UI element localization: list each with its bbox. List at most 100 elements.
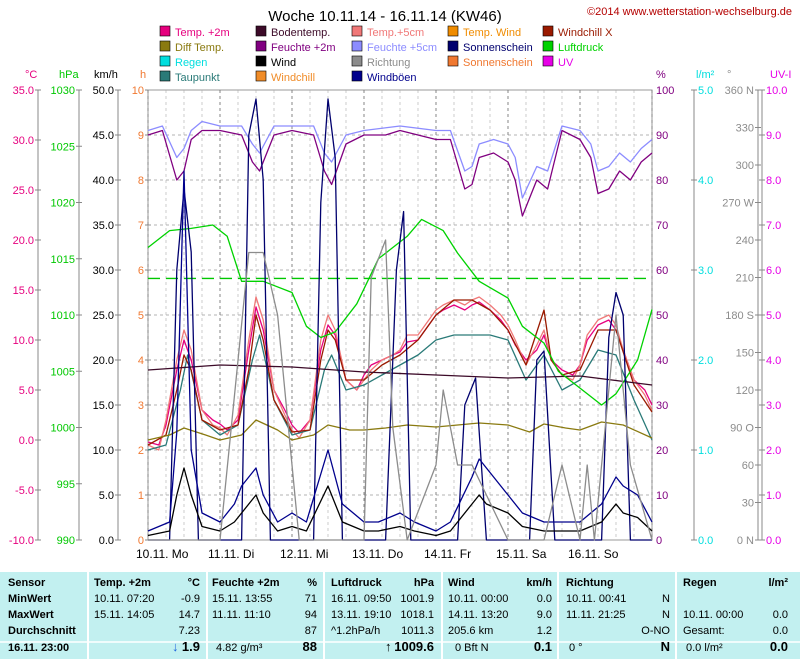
- legend-label: Windchill X: [558, 27, 613, 39]
- axis-tick-label: 40.0: [93, 175, 114, 187]
- legend-swatch: [352, 41, 362, 51]
- legend-swatch: [256, 26, 266, 36]
- legend-label: Richtung: [367, 57, 410, 69]
- axis-tick-label: 5.0: [99, 490, 114, 502]
- stats-current-wind: 0.1: [534, 639, 552, 654]
- legend-item-temp-5cm: Temp.+5cm: [352, 26, 424, 39]
- stats-current-label: 16.11. 23:00: [8, 642, 69, 654]
- legend-item-feuchte-2m: Feuchte +2m: [256, 41, 336, 54]
- stats-header-pressure: Luftdruck: [331, 577, 383, 589]
- stats-header-direction: Richtung: [566, 577, 614, 589]
- axis-tick-label: 50: [656, 310, 668, 322]
- axis-tick-label: 0: [656, 535, 662, 547]
- axis-title: °C: [25, 69, 37, 81]
- axis-title: hPa: [59, 69, 79, 81]
- stats-current-wind-bft: 0 Bft N: [455, 642, 489, 654]
- axis-tick-label: 1.0: [766, 490, 781, 502]
- stats-current-rain: 0.0: [770, 639, 788, 654]
- axis-tick-label: 0.0: [99, 535, 114, 547]
- stats-humidity-time: 15.11. 13:55: [212, 593, 272, 605]
- stats-pressure-time: ^1.2hPa/h: [331, 625, 380, 637]
- legend-swatch: [256, 41, 266, 51]
- legend-swatch: [160, 26, 170, 36]
- legend-label: Sonnenschein: [463, 42, 533, 54]
- legend-swatch: [543, 41, 553, 51]
- stats-current-direction-deg: 0 °: [569, 642, 583, 654]
- legend-item-richtung: Richtung: [352, 56, 410, 69]
- axis-tick-label: 15.0: [93, 400, 114, 412]
- axis-tick-label: 35.0: [93, 220, 114, 232]
- axis-tick-label: 10.0: [93, 445, 114, 457]
- axis-tick-label: 6.0: [766, 265, 781, 277]
- stats-wind-value: 9.0: [537, 609, 552, 621]
- axis-tick-label: 0: [138, 535, 144, 547]
- axis-tick-label: 210: [736, 273, 754, 285]
- legend-label: Windchill: [271, 72, 315, 84]
- stats-header-humidity: Feuchte +2m: [212, 577, 280, 589]
- axis-tick-label: 1.0: [698, 445, 713, 457]
- stats-humidity-value: 87: [305, 625, 317, 637]
- stats-rain-value: 0.0: [773, 609, 788, 621]
- legend-swatch: [352, 56, 362, 66]
- legend-swatch: [160, 41, 170, 51]
- axis-tick-label: 10.0: [13, 335, 34, 347]
- axis-tick-label: 25.0: [93, 310, 114, 322]
- copyright-link[interactable]: ©2014 www.wetterstation-wechselburg.de: [587, 6, 792, 18]
- stats-header-wind: Wind: [448, 577, 475, 589]
- stats-humidity-value: 94: [305, 609, 317, 621]
- axis-tick-label: 3: [138, 400, 144, 412]
- stats-pressure-value: 1018.1: [400, 609, 434, 621]
- stats-header-temp: Temp. +2m: [94, 577, 151, 589]
- axis-tick-label: 20: [656, 445, 668, 457]
- legend-item-windchill-x: Windchill X: [543, 26, 613, 39]
- stats-row-label: MaxWert: [8, 609, 54, 621]
- legend-item-windb-en: Windböen: [352, 71, 417, 84]
- legend-label: Luftdruck: [558, 42, 604, 54]
- axis-tick-label: 30: [742, 498, 754, 510]
- x-tick-label: 10.11. Mo: [136, 547, 189, 561]
- axis-tick-label: 90 O: [730, 423, 754, 435]
- stats-current-humidity: 88: [303, 639, 317, 654]
- axis-title: l/m²: [696, 69, 715, 81]
- legend-swatch: [256, 56, 266, 66]
- x-tick-label: 12.11. Mi: [280, 547, 328, 561]
- axis-tick-label: 300: [736, 160, 754, 172]
- axis-tick-label: 3.0: [766, 400, 781, 412]
- axis-tick-label: 50.0: [93, 85, 114, 97]
- stats-header-wind-unit: km/h: [526, 577, 552, 589]
- legend-swatch: [448, 41, 458, 51]
- legend-item-uv: UV: [543, 56, 574, 69]
- legend-swatch: [448, 56, 458, 66]
- axis-tick-label: 10: [132, 85, 144, 97]
- axis-wind-kmh: km/h50.045.040.035.030.025.020.015.010.0…: [93, 69, 121, 547]
- axis-tick-label: -10.0: [9, 535, 34, 547]
- legend-item-windchill: Windchill: [256, 71, 315, 84]
- legend-item-bodentemp: Bodentemp.: [256, 26, 330, 39]
- axis-tick-label: 20.0: [13, 235, 34, 247]
- stats-wind-time: 205.6 km: [448, 625, 493, 637]
- axis-tick-label: 2: [138, 445, 144, 457]
- legend-label: Sonnenschein: [463, 57, 533, 69]
- legend-swatch: [543, 56, 553, 66]
- axis-tick-label: 40: [656, 355, 668, 367]
- legend-label: Feuchte +2m: [271, 42, 336, 54]
- axis-tick-label: 30.0: [13, 135, 34, 147]
- x-axis-labels: 10.11. Mo 11.11. Di 12.11. Mi 13.11. Do 14.1…: [136, 547, 619, 561]
- axis-tick-label: 25.0: [13, 185, 34, 197]
- stats-current-temp-trend-icon: ↓: [172, 639, 179, 654]
- statistics-panel: Sensor Temp. +2m °C Feuchte +2m% Luftdruck hP…: [0, 572, 800, 659]
- stats-header-temp-unit: °C: [188, 577, 200, 589]
- axis-tick-label: 5.0: [698, 85, 713, 97]
- legend-label: Wind: [271, 57, 296, 69]
- stats-wind-time: 10.11. 00:00: [448, 593, 508, 605]
- stats-temp-value: 14.7: [179, 609, 200, 621]
- stats-pressure-value: 1001.9: [400, 593, 434, 605]
- axis-tick-label: 1030: [51, 85, 75, 97]
- axis-tick-label: 3.0: [698, 265, 713, 277]
- legend-label: Temp.+5cm: [367, 27, 424, 39]
- axis-tick-label: 70: [656, 220, 668, 232]
- axis-tick-label: 995: [57, 479, 75, 491]
- legend-swatch: [256, 71, 266, 81]
- stats-wind-value: 1.2: [537, 625, 552, 637]
- axis-tick-label: 1015: [51, 254, 75, 266]
